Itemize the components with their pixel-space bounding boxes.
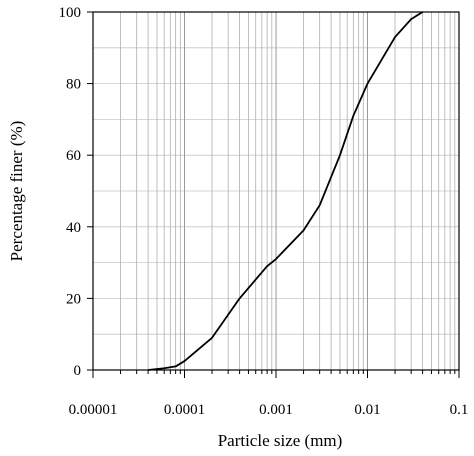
axis-ticks xyxy=(87,11,460,378)
y-tick-label: 20 xyxy=(66,291,81,307)
x-tick-label: 0.00001 xyxy=(69,402,118,418)
y-axis-label: Percentage finer (%) xyxy=(7,121,26,262)
x-tick-label: 0.1 xyxy=(450,402,469,418)
x-axis-label: Particle size (mm) xyxy=(218,431,343,450)
series-layer xyxy=(147,11,424,371)
series-line xyxy=(147,11,424,371)
x-tick-label: 0.001 xyxy=(259,402,293,418)
y-tick-label: 40 xyxy=(66,220,81,236)
y-tick-label: 80 xyxy=(66,77,81,93)
y-tick-label: 0 xyxy=(74,363,82,379)
y-tick-labels: 0 20 40 60 80 100 xyxy=(59,5,82,379)
x-tick-label: 0.01 xyxy=(354,402,380,418)
y-tick-label: 100 xyxy=(59,5,82,21)
x-tick-label: 0.0001 xyxy=(164,402,205,418)
chart-grid xyxy=(93,12,459,370)
y-tick-label: 60 xyxy=(66,148,81,164)
x-tick-labels: 0.00001 0.0001 0.001 0.01 0.1 xyxy=(69,402,469,418)
